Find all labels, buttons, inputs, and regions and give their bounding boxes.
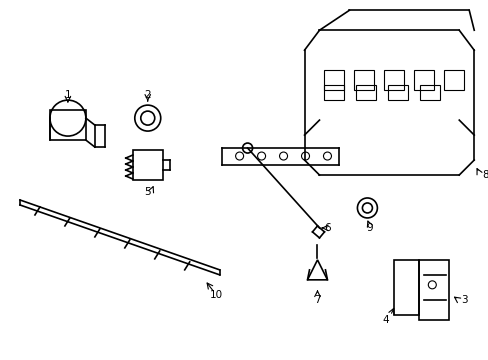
Text: 9: 9 bbox=[366, 223, 372, 233]
Bar bbox=[384, 70, 404, 90]
Bar bbox=[444, 70, 463, 90]
Bar bbox=[354, 70, 374, 90]
Bar bbox=[393, 260, 419, 315]
Text: 5: 5 bbox=[144, 187, 151, 197]
Bar bbox=[356, 85, 376, 100]
Bar bbox=[133, 150, 163, 180]
Bar bbox=[420, 85, 439, 100]
Bar bbox=[413, 70, 433, 90]
Bar bbox=[324, 85, 344, 100]
Text: 7: 7 bbox=[313, 295, 320, 305]
Bar bbox=[324, 70, 344, 90]
Text: 8: 8 bbox=[481, 170, 488, 180]
Text: 10: 10 bbox=[209, 290, 223, 300]
Text: 6: 6 bbox=[324, 223, 330, 233]
Text: 3: 3 bbox=[460, 295, 467, 305]
Text: 4: 4 bbox=[382, 315, 388, 325]
Text: 2: 2 bbox=[144, 90, 151, 100]
Bar bbox=[387, 85, 407, 100]
Text: 1: 1 bbox=[64, 90, 71, 100]
Bar bbox=[419, 260, 448, 320]
